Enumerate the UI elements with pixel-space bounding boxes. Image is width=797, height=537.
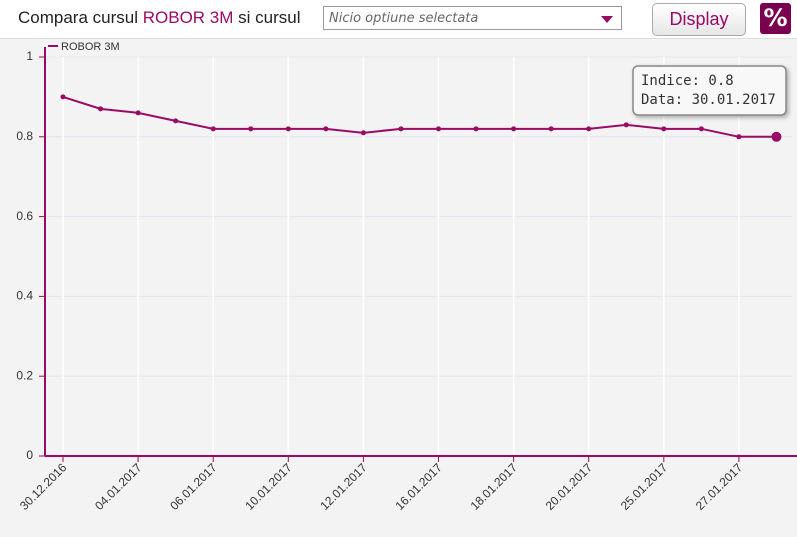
point (736, 134, 742, 140)
x-tick-label: 16.01.2017 (392, 460, 445, 513)
point (248, 126, 254, 132)
tooltip-line: Indice: 0.8 (641, 73, 734, 89)
point (436, 126, 441, 132)
point (285, 126, 291, 132)
x-tick-label: 06.01.2017 (167, 460, 220, 513)
y-tick-label: 0.8 (16, 129, 33, 143)
point (473, 126, 479, 132)
title-part: ROBOR 3M (142, 8, 234, 27)
y-tick-label: 1 (26, 49, 33, 63)
point (360, 130, 366, 136)
title-part: Compara cursul (18, 8, 138, 27)
display-button[interactable]: Display (652, 3, 746, 36)
x-tick-label: 12.01.2017 (317, 460, 370, 513)
tooltip-box (632, 65, 787, 116)
point (98, 106, 104, 112)
x-tick-label: 20.01.2017 (543, 460, 596, 513)
point (661, 126, 667, 132)
point (511, 126, 517, 132)
y-tick-label: 0.6 (16, 209, 33, 223)
x-tick-label: 30.12.2016 (17, 460, 70, 513)
x-tick-label: 18.01.2017 (468, 460, 521, 513)
tooltip: Indice: 0.8 Data: 30.01.2017 (632, 65, 787, 116)
point (135, 110, 141, 116)
x-tick-label: 25.01.2017 (618, 460, 671, 513)
point (698, 126, 704, 132)
point (586, 126, 592, 132)
x-tick-label: 27.01.2017 (693, 460, 746, 513)
title-part: si cursul (238, 8, 301, 27)
y-tick-label: 0.2 (16, 368, 33, 382)
line (62, 95, 777, 138)
legend-label: ROBOR 3M (61, 41, 120, 53)
point (771, 131, 782, 142)
percent-icon[interactable]: % (760, 3, 791, 34)
point (173, 118, 179, 124)
point (623, 122, 629, 128)
select[interactable]: Nicio optiune selectata (323, 6, 622, 30)
x-tick-label: 04.01.2017 (92, 460, 145, 513)
y-tick-label: 0 (26, 448, 33, 462)
point (398, 126, 404, 132)
point (210, 126, 216, 132)
x-tick-label: 10.01.2017 (242, 460, 295, 513)
point (60, 94, 66, 100)
point (548, 126, 554, 132)
header: Compara cursul ROBOR 3M si cursul Nicio … (0, 0, 797, 39)
point (323, 126, 329, 132)
y-tick-label: 0.4 (16, 289, 33, 303)
tooltip-line: Data: 30.01.2017 (641, 92, 776, 108)
chart: 0 0.2 0.4 0.6 0.8 1 30.12.2016 04.01.2017 06.01.… (16, 41, 797, 513)
header-title: Compara cursul ROBOR 3M si cursul (18, 8, 301, 28)
